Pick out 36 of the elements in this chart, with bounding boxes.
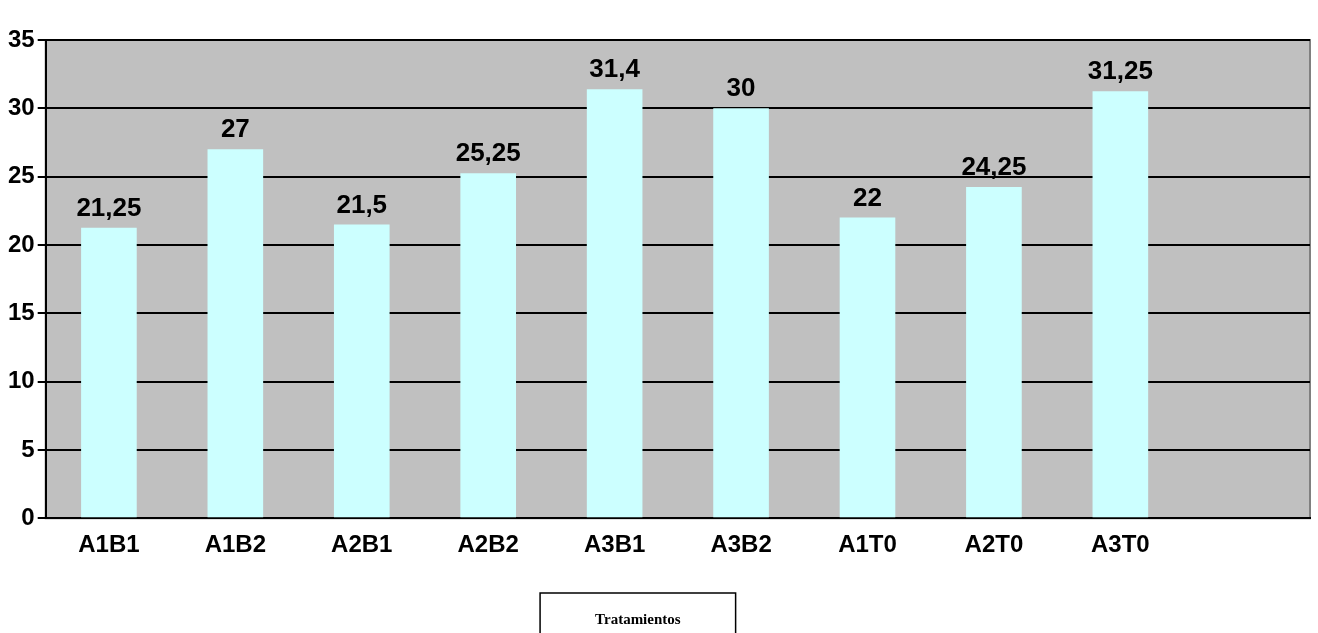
y-tick-label: 15 — [7, 297, 35, 325]
data-label: 24,25 — [961, 151, 1027, 182]
x-tick-label: A2B1 — [331, 530, 393, 558]
y-tick-label: 20 — [7, 229, 35, 257]
x-tick-label: A3T0 — [1091, 530, 1150, 558]
x-tick-label: A3B2 — [710, 530, 772, 558]
bar — [966, 186, 1022, 518]
bar — [586, 89, 643, 518]
x-tick-label: A2T0 — [964, 530, 1024, 558]
data-label: 30 — [726, 72, 756, 103]
y-tick-label: 10 — [7, 366, 35, 394]
bar — [207, 149, 264, 518]
bar — [460, 173, 517, 518]
data-label: 22 — [853, 181, 882, 212]
bar — [713, 108, 769, 518]
y-tick-label: 25 — [7, 161, 35, 189]
data-label: 27 — [220, 113, 250, 144]
y-tick-label: 0 — [21, 502, 35, 530]
data-label: 21,25 — [76, 192, 142, 223]
data-label: 31,4 — [589, 53, 641, 84]
x-tick-label: A3B1 — [583, 530, 646, 558]
x-axis-title: Tratamientos — [595, 610, 681, 627]
y-tick-label: 5 — [21, 434, 35, 462]
y-tick-label: 35 — [7, 24, 35, 52]
bar — [1092, 91, 1149, 518]
bar — [839, 217, 896, 518]
x-tick-label: A1B2 — [204, 530, 267, 558]
bar — [333, 224, 390, 518]
x-tick-label: A1T0 — [838, 530, 897, 558]
bar — [81, 227, 137, 518]
data-label: 21,5 — [336, 188, 388, 219]
data-label: 25,25 — [455, 137, 521, 168]
y-tick-label: 30 — [7, 92, 35, 120]
x-tick-label: A2B2 — [457, 530, 519, 558]
x-tick-label: A1B1 — [78, 530, 140, 558]
data-label: 31,25 — [1087, 55, 1153, 86]
